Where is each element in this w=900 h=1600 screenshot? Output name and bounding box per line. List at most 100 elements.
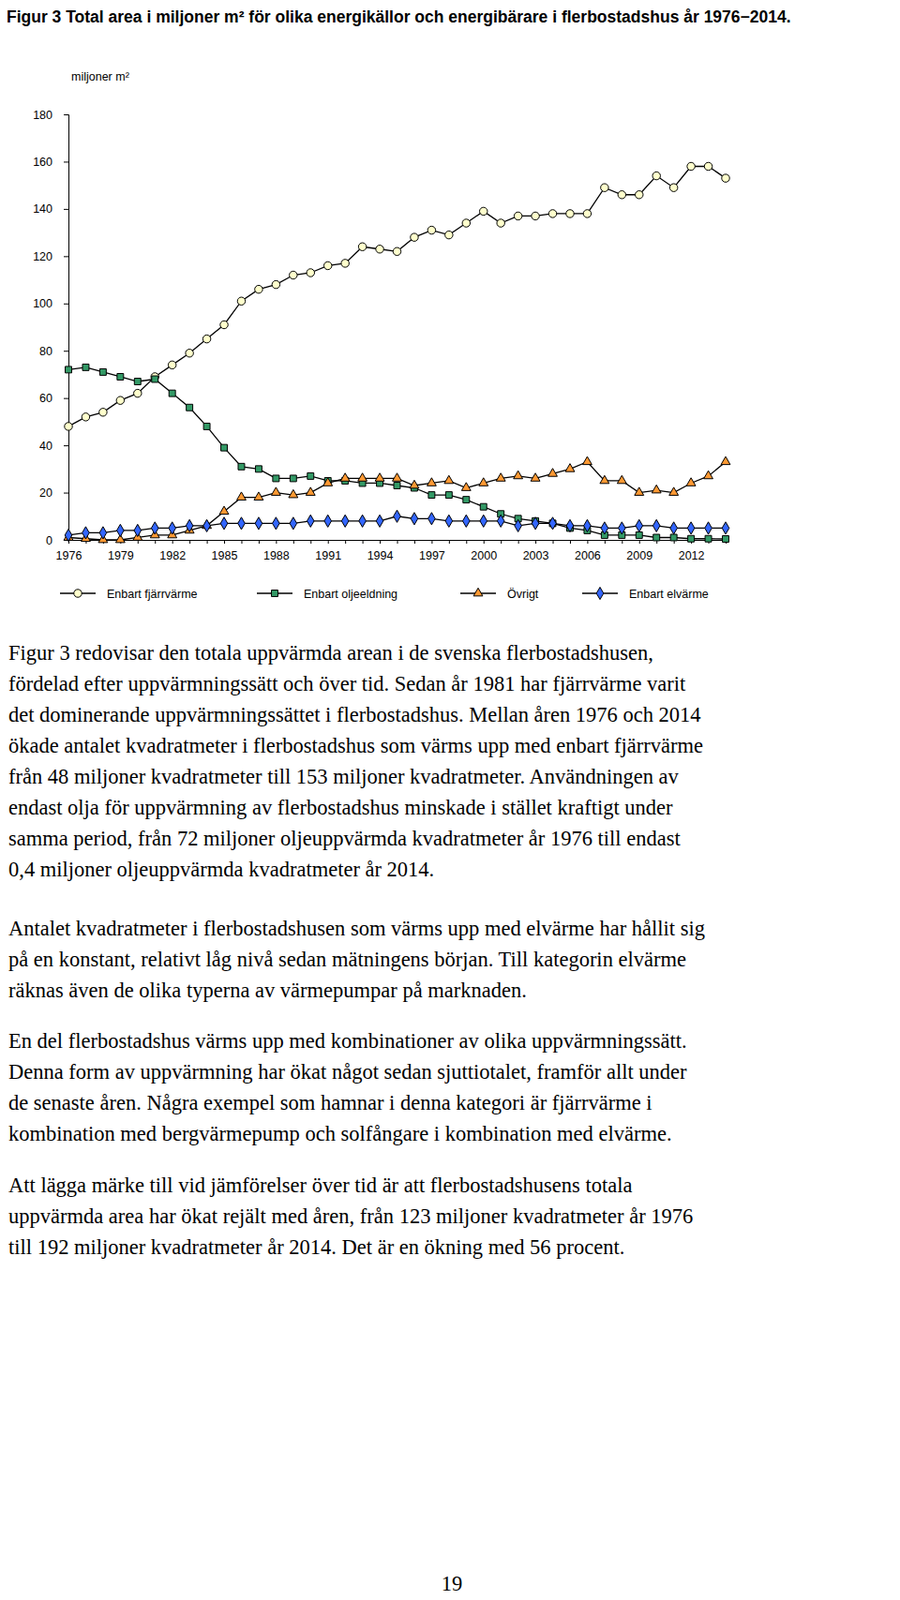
paragraph-line: En del flerbostadshus värms upp med komb…	[8, 1025, 688, 1057]
data-point	[237, 492, 247, 501]
data-point	[255, 465, 262, 473]
plot-area	[63, 162, 731, 543]
x-tick	[362, 540, 364, 544]
x-tick-mark	[362, 540, 364, 544]
page-number: 19	[0, 1572, 900, 1597]
paragraph-line: från 48 miljoner kvadratmeter till 153 m…	[8, 761, 704, 793]
x-tick-label: 2012	[678, 549, 705, 563]
data-point	[530, 473, 540, 482]
y-tick-label: 40	[39, 439, 53, 453]
data-point	[705, 535, 712, 542]
data-point	[669, 487, 679, 496]
data-point	[687, 522, 695, 535]
data-point	[428, 512, 436, 525]
data-point	[392, 473, 403, 482]
data-point	[600, 475, 610, 484]
x-tick-mark	[293, 540, 295, 544]
legend-label: Enbart elvärme	[629, 587, 709, 601]
paragraph-line: endast olja för uppvärmning av flerbosta…	[8, 792, 704, 824]
legend-label: Övrigt	[507, 587, 540, 601]
x-tick-mark	[379, 540, 381, 544]
paragraph-line: fördelad efter uppvärmningssätt och över…	[8, 668, 704, 700]
data-point	[393, 510, 402, 523]
data-point	[445, 492, 452, 499]
x-tick-mark	[224, 540, 225, 544]
data-point	[323, 478, 333, 487]
data-point	[687, 162, 695, 170]
x-tick-label: 1985	[211, 549, 239, 563]
x-tick-mark	[500, 540, 502, 544]
data-point	[375, 245, 384, 254]
data-point	[549, 517, 557, 530]
data-point	[203, 422, 210, 430]
data-point	[584, 519, 592, 532]
data-point	[358, 242, 366, 251]
data-point	[306, 514, 315, 527]
data-point	[480, 503, 487, 510]
data-point	[635, 519, 644, 532]
y-axis-line	[63, 115, 70, 541]
x-tick	[449, 540, 450, 544]
data-point	[82, 363, 90, 371]
y-tick-mark	[63, 445, 69, 447]
paragraph-line: räknas även de olika typerna av värmepum…	[8, 975, 705, 1006]
data-point	[340, 473, 350, 482]
data-point	[305, 487, 315, 496]
paragraph-line: det dominerande uppvärmningssättet i fle…	[8, 699, 704, 731]
paragraph-line: Antalet kvadratmeter i flerbostadshusen …	[8, 913, 705, 945]
x-tick	[310, 540, 312, 544]
x-tick: 1982	[159, 540, 186, 563]
y-tick: 120	[32, 250, 69, 264]
x-tick: 1991	[315, 540, 342, 563]
x-tick: 1979	[107, 540, 135, 563]
data-point	[635, 531, 643, 539]
data-point	[653, 534, 660, 541]
y-tick: 20	[39, 486, 69, 500]
data-point	[168, 390, 176, 397]
data-point	[324, 514, 332, 527]
y-tick-mark	[63, 303, 69, 305]
paragraph: En del flerbostadshus värms upp med komb…	[8, 1025, 688, 1150]
y-tick: 80	[39, 345, 69, 359]
data-point	[64, 422, 73, 431]
chart-title: Figur 3 Total area i miljoner m² för oli…	[6, 3, 898, 30]
data-point	[652, 171, 660, 180]
x-tick	[604, 540, 606, 544]
data-point	[461, 482, 471, 492]
x-tick-mark	[189, 540, 191, 544]
paragraph-line: Denna form av uppvärmning har ökat något…	[8, 1056, 688, 1088]
data-point	[393, 482, 401, 490]
x-tick-mark	[154, 540, 156, 544]
paragraph-line: uppvärmda area har ökat rejält med åren,…	[8, 1200, 693, 1232]
x-tick-label: 2009	[626, 549, 653, 563]
data-point	[704, 162, 712, 170]
paragraph-line: samma period, från 72 miljoner oljeuppvä…	[8, 823, 704, 855]
y-tick: 100	[32, 297, 69, 311]
data-point	[272, 475, 280, 482]
data-point	[255, 285, 263, 293]
x-tick-mark	[207, 540, 209, 544]
y-tick: 180	[32, 108, 69, 122]
data-point	[307, 472, 315, 480]
x-tick-mark	[586, 540, 588, 544]
data-point	[496, 219, 505, 227]
data-point	[288, 489, 299, 498]
data-point	[670, 522, 678, 535]
data-point	[272, 517, 281, 530]
data-point	[704, 470, 714, 480]
x-tick	[414, 540, 416, 544]
data-point	[341, 259, 349, 268]
data-point	[583, 210, 591, 218]
data-point	[99, 526, 107, 540]
x-tick: 2009	[626, 540, 653, 563]
x-tick	[465, 540, 467, 544]
data-point	[670, 534, 677, 541]
data-point	[202, 334, 210, 343]
data-point	[186, 404, 194, 411]
data-point	[618, 522, 627, 535]
data-point	[375, 514, 384, 527]
data-point	[289, 270, 298, 279]
x-tick: 2006	[574, 540, 601, 563]
x-tick-mark	[465, 540, 467, 544]
paragraph-line: till 192 miljoner kvadratmeter år 2014. …	[8, 1231, 693, 1263]
